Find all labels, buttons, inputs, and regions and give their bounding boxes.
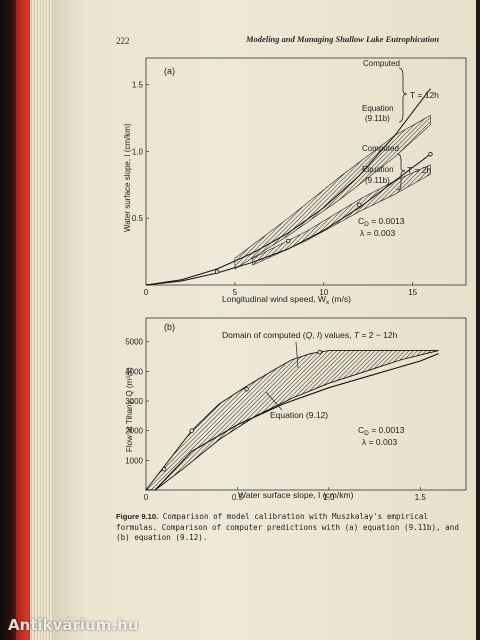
panel-b-x-axis-label: Water surface slope, I (cm/km) <box>238 490 354 500</box>
panel-a-y-tick-label: 1.5 <box>132 81 144 90</box>
caption-label: Figure 9.10. <box>116 512 159 521</box>
panel-a-y-tick-label: 0.5 <box>132 214 144 223</box>
book-page <box>52 0 476 640</box>
panel-b-data-point <box>162 467 167 472</box>
panel-b-x-tick-label: 1.5 <box>415 493 427 502</box>
page-stack-edges <box>30 0 56 640</box>
caption-text: Comparison of model calibration with Mus… <box>116 512 459 542</box>
panel-a-equation-ref-lower: (9.11b) <box>365 176 390 185</box>
panel-a-computed-label-lower: Computed <box>362 144 399 153</box>
panel-b-data-point <box>317 349 322 355</box>
panel-b-equation-leader <box>265 391 283 411</box>
panel-b-cd-label: CD = 0.0013 <box>358 425 405 437</box>
panel-a-equation-band-t12 <box>234 114 431 270</box>
panel-a-data-point <box>214 269 220 274</box>
panel-b-data-point <box>244 386 249 392</box>
panel-a-data-point <box>286 238 291 244</box>
panel-a-label: (a) <box>164 66 175 76</box>
panel-b-y-tick-label: 5000 <box>125 338 143 347</box>
panel-a-x-axis-label: Longitudinal wind speed, Wx (m/s) <box>222 294 351 306</box>
panel-a-y-axis-label: Water surface slope, I (cm/km) <box>123 123 132 232</box>
panel-b: (b) 0 0.5 1.0 1.5 1000 2000 3000 4000 5000 Wate… <box>125 317 467 502</box>
panel-b-lambda-label: λ = 0.003 <box>362 437 397 447</box>
panel-a-x-tick-label: 10 <box>319 288 328 297</box>
panel-a-brace-lower <box>396 153 406 191</box>
page-number: 222 <box>116 36 130 46</box>
panel-b-y-tick-label: 2000 <box>125 427 143 436</box>
panel-a-y-tick-label: 1.0 <box>132 147 144 156</box>
panel-a-computed-line-t2 <box>145 153 431 286</box>
watermark: Antikvárium.hu <box>8 616 139 634</box>
panel-a-x-tick-label: 15 <box>408 288 417 297</box>
figure-caption: Figure 9.10. Comparison of model calibra… <box>116 512 472 544</box>
panel-a-plot <box>145 88 433 286</box>
panel-a-x-tick-label: 0 <box>144 288 149 297</box>
panel-a-computed-line-t12 <box>145 88 431 286</box>
panel-b-y-ticks: 1000 2000 3000 4000 5000 <box>125 338 149 465</box>
panel-a-data-point <box>428 151 433 157</box>
panel-b-frame <box>145 317 467 491</box>
panel-b-y-tick-label: 4000 <box>125 367 143 376</box>
running-head: Modeling and Managing Shallow Lake Eutro… <box>246 34 439 44</box>
panel-b-label: (b) <box>164 322 175 332</box>
panel-a-data-point <box>357 202 362 208</box>
panel-b-domain-label: Domain of computed (Q, I) values, T = 2 … <box>222 330 398 340</box>
panel-a-x-tick-label: 5 <box>233 288 238 297</box>
panel-b-plot <box>145 349 439 491</box>
panel-a-equation-label-upper: Equation <box>362 104 394 113</box>
panel-b-x-ticks: 0 0.5 1.0 1.5 <box>144 487 427 502</box>
panel-b-x-tick-label: 0.5 <box>232 493 244 502</box>
red-binding <box>16 0 34 640</box>
panel-a: (a) 0 5 10 15 0.5 1.0 1.5 Longitudinal wind s… <box>123 57 467 306</box>
book-cover-edge <box>0 0 20 640</box>
panel-a-y-ticks: 0.5 1.0 1.5 <box>132 81 149 223</box>
panel-b-y-axis-label: Flow at Tihany, Q (m³/s) <box>125 367 134 452</box>
panel-b-equation-curve <box>154 353 439 491</box>
panel-b-equation-label: Equation (9.12) <box>270 410 328 420</box>
panel-b-data-point <box>189 428 194 433</box>
panel-a-equation-label-lower: Equation <box>362 165 394 174</box>
panel-a-equation-ref-upper: (9.11b) <box>365 114 390 123</box>
panel-a-frame <box>145 57 467 286</box>
panel-a-cd-label: CD = 0.0013 <box>358 216 405 228</box>
panel-b-domain-leader <box>295 341 299 369</box>
panel-a-t12-label: T = 12h <box>410 90 439 100</box>
panel-a-t2-label: T = 2h <box>407 165 431 175</box>
panel-a-x-ticks: 0 5 10 15 <box>144 282 418 297</box>
panel-b-x-tick-label: 1.0 <box>323 493 335 502</box>
panel-a-lambda-label: λ = 0.003 <box>360 228 395 238</box>
panel-b-y-tick-label: 3000 <box>125 397 143 406</box>
panel-b-x-tick-label: 0 <box>144 493 149 502</box>
panel-b-y-tick-label: 1000 <box>125 456 143 465</box>
panel-a-brace-upper <box>398 67 408 123</box>
panel-b-domain-region <box>145 350 439 491</box>
panel-a-computed-label-upper: Computed <box>363 59 400 68</box>
